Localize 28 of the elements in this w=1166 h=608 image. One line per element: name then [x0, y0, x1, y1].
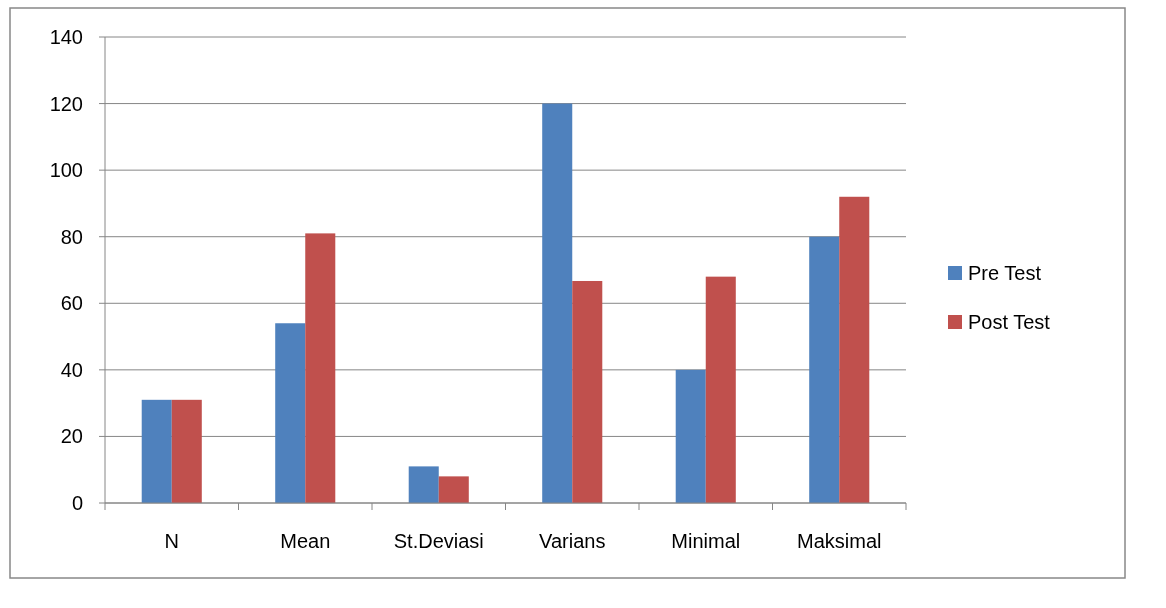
x-tick-label: N: [164, 530, 179, 552]
legend-label: Pre Test: [968, 262, 1042, 284]
y-tick-label: 0: [71, 492, 83, 514]
bar: [275, 323, 306, 503]
x-tick-label: Varians: [539, 530, 606, 552]
x-tick-label: Maksimal: [797, 530, 882, 552]
legend-label: Post Test: [968, 311, 1051, 333]
bar: [408, 466, 439, 503]
y-tick-label: 60: [60, 292, 83, 315]
x-tick-label: St.Deviasi: [393, 530, 484, 552]
bar: [572, 280, 603, 503]
bar: [542, 103, 573, 503]
y-tick-label: 100: [49, 159, 83, 182]
bar: [438, 476, 469, 503]
y-tick-label: 40: [60, 358, 83, 381]
x-tick-label: Minimal: [671, 530, 741, 552]
bar: [839, 196, 870, 503]
bar: [305, 233, 336, 503]
y-tick-label: 20: [60, 425, 83, 448]
bar: [809, 236, 840, 503]
y-tick-label: 120: [49, 92, 83, 115]
y-tick-label: 80: [60, 225, 83, 248]
bar: [675, 369, 706, 503]
x-tick-label: Mean: [280, 530, 331, 552]
y-tick-label: 140: [49, 26, 83, 48]
bar: [141, 399, 172, 503]
bar: [171, 399, 202, 503]
bar: [705, 276, 736, 503]
